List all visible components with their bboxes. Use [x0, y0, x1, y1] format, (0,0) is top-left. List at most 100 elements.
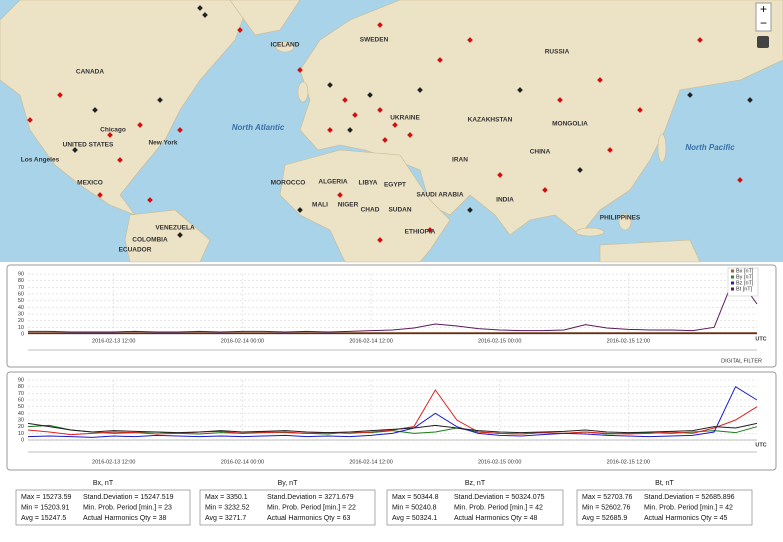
- stat-line: Max = 52703.76: [582, 494, 633, 501]
- map-marker: [107, 132, 113, 138]
- stat-line: Min = 3232.52: [205, 504, 250, 511]
- map-label: MALI: [312, 202, 328, 209]
- legend-swatch: [731, 287, 734, 291]
- map-label: COLOMBIA: [132, 237, 168, 244]
- stat-line: Min. Prob. Period [min.] = 42: [644, 504, 733, 511]
- layers-button[interactable]: [757, 36, 769, 48]
- y-tick-label: 30: [18, 417, 24, 423]
- map-marker: [392, 122, 398, 128]
- map-marker: [72, 147, 78, 153]
- x-tick-label: 2016-02-15 00:00: [478, 459, 521, 465]
- stat-line: Min = 50240.8: [392, 504, 437, 511]
- map-marker: [747, 97, 753, 103]
- stat-title: Bz, nT: [465, 480, 486, 487]
- legend-label: Bx [nT]: [736, 268, 754, 274]
- y-tick-label: 10: [18, 325, 24, 331]
- map-label: RUSSIA: [545, 49, 570, 56]
- zoom-out[interactable]: −: [760, 16, 767, 30]
- stat-box: [576, 489, 753, 526]
- stat-line: Min = 15203.91: [21, 504, 70, 511]
- stat-box: [199, 489, 376, 526]
- series-line: [27, 422, 758, 434]
- x-tick-label: 2016-02-15 12:00: [607, 338, 650, 344]
- stat-line: Avg = 3271.7: [205, 515, 246, 522]
- y-tick-label: 10: [18, 431, 24, 437]
- stat-line: Avg = 50324.1: [392, 515, 437, 522]
- map-label: EGYPT: [384, 182, 406, 189]
- y-tick-label: 60: [18, 291, 24, 297]
- y-tick-label: 0: [21, 437, 24, 443]
- map-marker: [417, 87, 423, 93]
- digital-filter[interactable]: DIGITAL FILTER: [721, 358, 762, 364]
- zoom-control: [755, 2, 772, 32]
- map-marker: [27, 117, 33, 123]
- chart-panel: [6, 371, 777, 471]
- map-marker: [337, 192, 343, 198]
- y-tick-label: 20: [18, 318, 24, 324]
- map-label: Chicago: [100, 127, 126, 134]
- map-label: ETHIOPIA: [405, 229, 436, 236]
- map-label: SAUDI ARABIA: [416, 192, 463, 199]
- map-marker: [147, 197, 153, 203]
- map-label: KAZAKHSTAN: [468, 117, 513, 124]
- map-marker: [517, 87, 523, 93]
- map-label: MEXICO: [77, 180, 103, 187]
- stats: Bx, nT Max = 15273.59 Stand.Deviation = 15…: [15, 480, 753, 526]
- stat-line: Avg = 15247.5: [21, 515, 66, 522]
- map-label: INDIA: [496, 197, 514, 204]
- map-label: CANADA: [76, 69, 104, 76]
- map-label: North Pacific: [685, 143, 735, 152]
- stat-line: Avg = 52685.9: [582, 515, 627, 522]
- map-marker: [697, 37, 703, 43]
- map-label: ALGERIA: [318, 179, 348, 186]
- stat-line: Stand.Deviation = 15247.519: [83, 494, 174, 501]
- map-marker: [542, 187, 548, 193]
- y-tick-label: 50: [18, 404, 24, 410]
- map-label: MOROCCO: [271, 180, 306, 187]
- map-labels: CANADA UNITED STATES MEXICO North Atlantic N…: [21, 37, 735, 254]
- x-axis-label: UTC: [755, 336, 766, 342]
- map-label: PHILIPPINES: [600, 215, 641, 222]
- x-axis-label: UTC: [755, 442, 766, 448]
- y-tick-label: 80: [18, 384, 24, 390]
- y-tick-label: 60: [18, 397, 24, 403]
- map-label: New York: [148, 140, 177, 147]
- map-label: ECUADOR: [119, 247, 152, 254]
- stat-line: Min = 52602.76: [582, 504, 631, 511]
- x-tick-label: 2016-02-14 12:00: [349, 338, 392, 344]
- stat-line: Max = 15273.59: [21, 494, 72, 501]
- map-marker: [237, 27, 243, 33]
- map-marker: [377, 22, 383, 28]
- map-marker: [737, 177, 743, 183]
- y-tick-label: 70: [18, 285, 24, 291]
- map-marker: [467, 207, 473, 213]
- map-marker: [297, 67, 303, 73]
- map-markers: [27, 5, 753, 243]
- series-line: [28, 272, 758, 333]
- legend-swatch: [731, 275, 734, 279]
- map-marker: [407, 132, 413, 138]
- y-tick-label: 90: [18, 377, 24, 383]
- stat-line: Actual Harmonics Qty = 38: [83, 515, 167, 522]
- x-tick-label: 2016-02-14 00:00: [221, 459, 264, 465]
- map-marker: [382, 137, 388, 143]
- map-label: SUDAN: [388, 207, 411, 214]
- series-line: [27, 385, 758, 438]
- stat-box: [386, 489, 564, 526]
- legend-swatch: [731, 281, 734, 285]
- map-marker: [367, 92, 373, 98]
- stat-box: [15, 489, 191, 526]
- map-marker: [377, 237, 383, 243]
- y-tick-label: 80: [18, 278, 24, 284]
- stat-line: Min. Prob. Period [min.] = 42: [454, 504, 543, 511]
- map-marker: [557, 97, 563, 103]
- map-marker: [342, 97, 348, 103]
- map-label: VENEZUELA: [155, 225, 195, 232]
- map-marker: [177, 127, 183, 133]
- map-marker: [352, 112, 358, 118]
- zoom-in[interactable]: +: [760, 2, 767, 16]
- series-line: [27, 389, 758, 436]
- y-tick-label: 30: [18, 311, 24, 317]
